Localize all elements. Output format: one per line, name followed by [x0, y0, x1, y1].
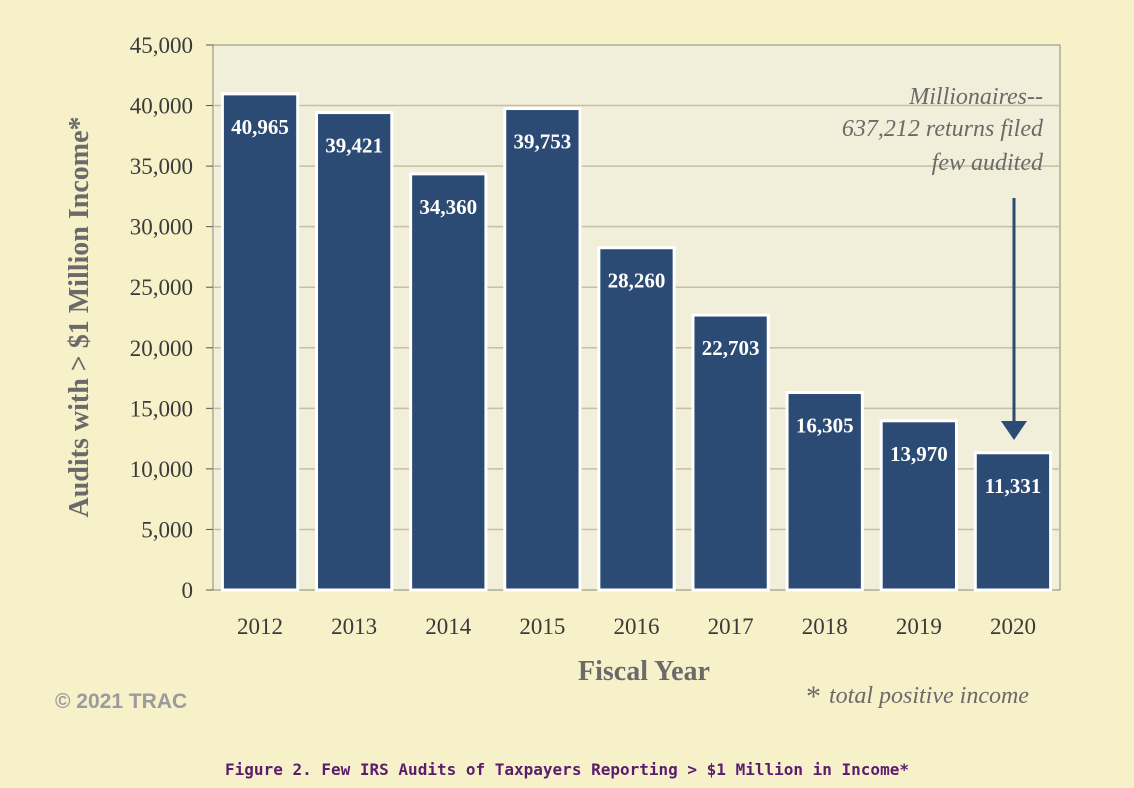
bar-value-labels: 40,965 39,421 34,360 39,753 28,260 22,703 16,3…: [231, 115, 1041, 498]
bar-value-label-2012: 40,965: [231, 115, 289, 139]
x-tick-label-2019: 2019: [896, 614, 942, 639]
bar-2015: [503, 107, 582, 592]
y-tick-label: 5,000: [141, 517, 193, 542]
y-tick-label: 35,000: [130, 154, 193, 179]
annotation-line-1: Millionaires--: [908, 84, 1043, 110]
figure-caption: Figure 2. Few IRS Audits of Taxpayers Re…: [225, 760, 909, 779]
bar-2012: [220, 92, 300, 592]
y-axis-title: Audits with > $1 Million Income*: [64, 117, 95, 518]
bar-value-label-2013: 39,421: [325, 134, 383, 158]
x-tick-label-2012: 2012: [237, 614, 283, 639]
y-tick-label: 45,000: [130, 33, 193, 58]
y-tick-label: 20,000: [130, 336, 193, 361]
bar-value-label-2015: 39,753: [514, 130, 572, 154]
y-tick-labels: 0 5,000 10,000 15,000 20,000 25,000 30,000 35,0…: [130, 33, 193, 603]
x-tick-label-2013: 2013: [331, 614, 377, 639]
x-tick-label-2015: 2015: [519, 614, 565, 639]
annotation-arrow-head: [1001, 421, 1027, 440]
x-tick-label-2018: 2018: [802, 614, 848, 639]
y-tick-label: 30,000: [130, 215, 193, 240]
bar-2014: [409, 172, 488, 592]
annotation-line-3: few audited: [932, 150, 1044, 176]
footnote: * total positive income: [806, 680, 1029, 714]
bar-value-label-2020: 11,331: [985, 474, 1042, 498]
x-tick-labels: 2012 2013 2014 2015 2016 2017 2018 2019 2020: [237, 614, 1036, 639]
bar-value-label-2019: 13,970: [890, 442, 948, 466]
bar-value-label-2017: 22,703: [702, 336, 760, 360]
footnote-marker: *: [806, 680, 821, 713]
x-tick-label-2014: 2014: [425, 614, 472, 639]
x-tick-label-2017: 2017: [708, 614, 754, 639]
y-tick-label: 40,000: [130, 94, 193, 119]
bar-2020: [973, 451, 1053, 592]
x-axis-title: Fiscal Year: [578, 656, 710, 687]
bar-value-label-2018: 16,305: [796, 414, 854, 438]
bar-2017: [691, 313, 770, 592]
bar-2016: [597, 246, 676, 592]
bar-value-label-2016: 28,260: [608, 269, 666, 293]
bar-chart: 0 5,000 10,000 15,000 20,000 25,000 30,000 35,0…: [64, 33, 1061, 687]
y-tick-label: 15,000: [130, 396, 193, 421]
annotation: Millionaires-- 637,212 returns filed few…: [842, 84, 1044, 440]
y-tick-label: 0: [182, 578, 194, 603]
annotation-line-2: 637,212 returns filed: [842, 116, 1044, 142]
y-tick-label: 10,000: [130, 457, 193, 482]
copyright: © 2021 TRAC: [55, 690, 188, 713]
bars: [220, 92, 1053, 592]
bar-2013: [315, 111, 394, 592]
x-tick-label-2020: 2020: [990, 614, 1036, 639]
bar-2019: [879, 419, 958, 592]
x-tick-label-2016: 2016: [614, 614, 660, 639]
bar-2018: [785, 391, 864, 592]
y-tick-label: 25,000: [130, 275, 193, 300]
footnote-text: total positive income: [829, 683, 1029, 709]
bar-value-label-2014: 34,360: [419, 195, 477, 219]
